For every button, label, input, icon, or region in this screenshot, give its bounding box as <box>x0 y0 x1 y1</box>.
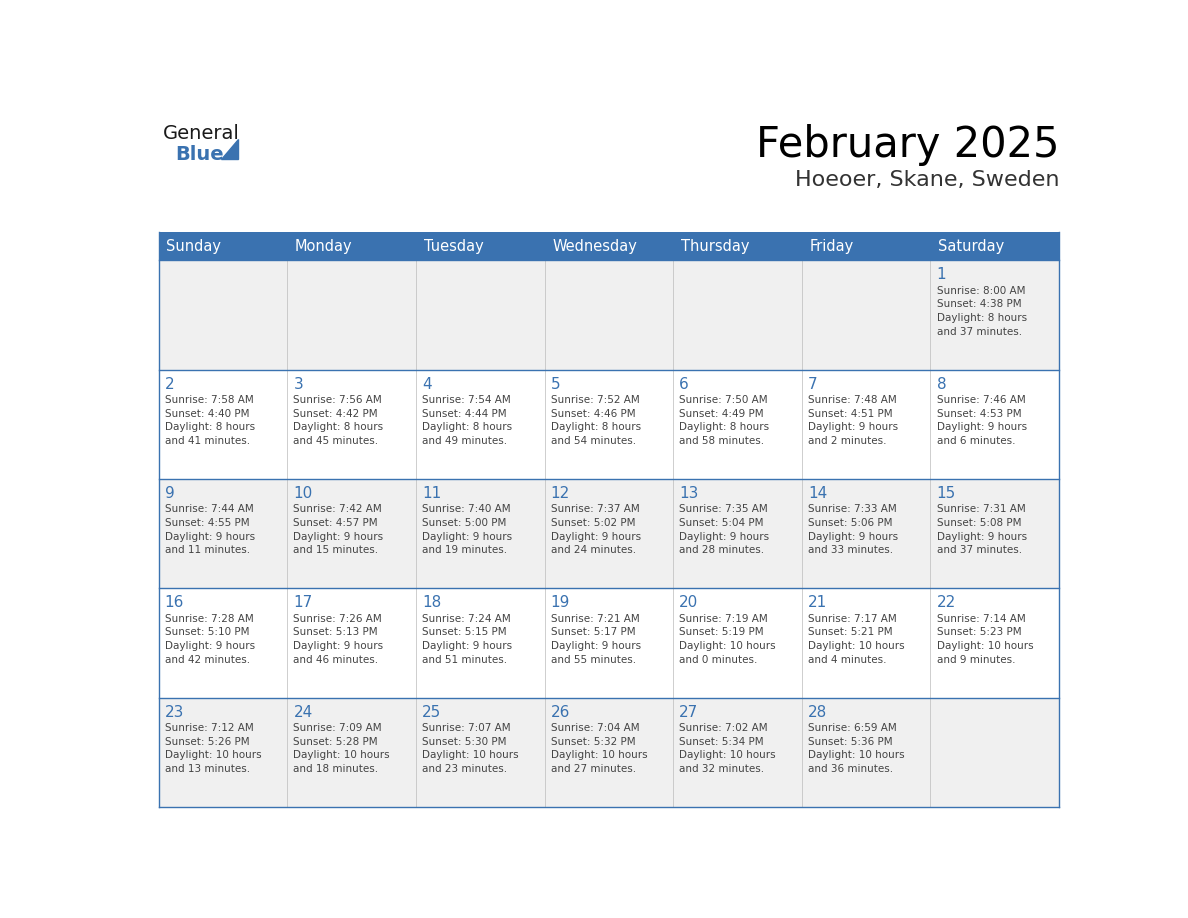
Text: 20: 20 <box>680 595 699 610</box>
Text: Sunrise: 7:50 AM
Sunset: 4:49 PM
Daylight: 8 hours
and 58 minutes.: Sunrise: 7:50 AM Sunset: 4:49 PM Dayligh… <box>680 395 770 446</box>
Text: 1: 1 <box>936 267 947 282</box>
Text: 24: 24 <box>293 705 312 720</box>
Text: Sunrise: 7:07 AM
Sunset: 5:30 PM
Daylight: 10 hours
and 23 minutes.: Sunrise: 7:07 AM Sunset: 5:30 PM Dayligh… <box>422 723 519 774</box>
Text: 19: 19 <box>551 595 570 610</box>
Bar <box>158 588 1060 698</box>
Text: 4: 4 <box>422 376 431 392</box>
Text: 10: 10 <box>293 486 312 501</box>
Text: Sunrise: 7:09 AM
Sunset: 5:28 PM
Daylight: 10 hours
and 18 minutes.: Sunrise: 7:09 AM Sunset: 5:28 PM Dayligh… <box>293 723 390 774</box>
Text: Sunrise: 7:26 AM
Sunset: 5:13 PM
Daylight: 9 hours
and 46 minutes.: Sunrise: 7:26 AM Sunset: 5:13 PM Dayligh… <box>293 614 384 665</box>
Bar <box>158 370 1060 479</box>
Text: Sunrise: 7:02 AM
Sunset: 5:34 PM
Daylight: 10 hours
and 32 minutes.: Sunrise: 7:02 AM Sunset: 5:34 PM Dayligh… <box>680 723 776 774</box>
Bar <box>158 232 1060 261</box>
Text: 16: 16 <box>165 595 184 610</box>
Bar <box>158 261 1060 370</box>
Text: 18: 18 <box>422 595 441 610</box>
Text: Sunrise: 7:24 AM
Sunset: 5:15 PM
Daylight: 9 hours
and 51 minutes.: Sunrise: 7:24 AM Sunset: 5:15 PM Dayligh… <box>422 614 512 665</box>
Text: 13: 13 <box>680 486 699 501</box>
Text: 2: 2 <box>165 376 175 392</box>
Text: 9: 9 <box>165 486 175 501</box>
Text: Sunrise: 8:00 AM
Sunset: 4:38 PM
Daylight: 8 hours
and 37 minutes.: Sunrise: 8:00 AM Sunset: 4:38 PM Dayligh… <box>936 285 1026 337</box>
Text: Sunrise: 7:21 AM
Sunset: 5:17 PM
Daylight: 9 hours
and 55 minutes.: Sunrise: 7:21 AM Sunset: 5:17 PM Dayligh… <box>551 614 640 665</box>
Text: Friday: Friday <box>809 239 854 253</box>
Text: Sunrise: 7:31 AM
Sunset: 5:08 PM
Daylight: 9 hours
and 37 minutes.: Sunrise: 7:31 AM Sunset: 5:08 PM Dayligh… <box>936 504 1026 555</box>
Text: Sunrise: 7:54 AM
Sunset: 4:44 PM
Daylight: 8 hours
and 49 minutes.: Sunrise: 7:54 AM Sunset: 4:44 PM Dayligh… <box>422 395 512 446</box>
Text: Saturday: Saturday <box>939 239 1005 253</box>
Text: Wednesday: Wednesday <box>552 239 637 253</box>
Text: Sunrise: 7:28 AM
Sunset: 5:10 PM
Daylight: 9 hours
and 42 minutes.: Sunrise: 7:28 AM Sunset: 5:10 PM Dayligh… <box>165 614 255 665</box>
Text: Sunrise: 7:58 AM
Sunset: 4:40 PM
Daylight: 8 hours
and 41 minutes.: Sunrise: 7:58 AM Sunset: 4:40 PM Dayligh… <box>165 395 255 446</box>
Text: 26: 26 <box>551 705 570 720</box>
Text: Hoeoer, Skane, Sweden: Hoeoer, Skane, Sweden <box>795 170 1060 190</box>
Text: Sunrise: 7:14 AM
Sunset: 5:23 PM
Daylight: 10 hours
and 9 minutes.: Sunrise: 7:14 AM Sunset: 5:23 PM Dayligh… <box>936 614 1034 665</box>
Text: Sunrise: 7:17 AM
Sunset: 5:21 PM
Daylight: 10 hours
and 4 minutes.: Sunrise: 7:17 AM Sunset: 5:21 PM Dayligh… <box>808 614 904 665</box>
Text: 22: 22 <box>936 595 956 610</box>
Text: 6: 6 <box>680 376 689 392</box>
Text: 15: 15 <box>936 486 956 501</box>
Text: 8: 8 <box>936 376 947 392</box>
Text: 27: 27 <box>680 705 699 720</box>
Text: Thursday: Thursday <box>681 239 750 253</box>
Text: Sunrise: 7:37 AM
Sunset: 5:02 PM
Daylight: 9 hours
and 24 minutes.: Sunrise: 7:37 AM Sunset: 5:02 PM Dayligh… <box>551 504 640 555</box>
Text: Sunrise: 7:12 AM
Sunset: 5:26 PM
Daylight: 10 hours
and 13 minutes.: Sunrise: 7:12 AM Sunset: 5:26 PM Dayligh… <box>165 723 261 774</box>
Text: 23: 23 <box>165 705 184 720</box>
Text: Sunrise: 7:42 AM
Sunset: 4:57 PM
Daylight: 9 hours
and 15 minutes.: Sunrise: 7:42 AM Sunset: 4:57 PM Dayligh… <box>293 504 384 555</box>
Text: 12: 12 <box>551 486 570 501</box>
Text: 17: 17 <box>293 595 312 610</box>
Text: Sunrise: 7:33 AM
Sunset: 5:06 PM
Daylight: 9 hours
and 33 minutes.: Sunrise: 7:33 AM Sunset: 5:06 PM Dayligh… <box>808 504 898 555</box>
Text: 21: 21 <box>808 595 827 610</box>
Bar <box>158 698 1060 807</box>
Text: Sunrise: 7:40 AM
Sunset: 5:00 PM
Daylight: 9 hours
and 19 minutes.: Sunrise: 7:40 AM Sunset: 5:00 PM Dayligh… <box>422 504 512 555</box>
Text: 11: 11 <box>422 486 441 501</box>
Text: February 2025: February 2025 <box>756 124 1060 166</box>
Polygon shape <box>221 140 238 159</box>
Text: Sunday: Sunday <box>166 239 221 253</box>
Text: Tuesday: Tuesday <box>424 239 484 253</box>
Text: Sunrise: 7:46 AM
Sunset: 4:53 PM
Daylight: 9 hours
and 6 minutes.: Sunrise: 7:46 AM Sunset: 4:53 PM Dayligh… <box>936 395 1026 446</box>
Text: Sunrise: 7:44 AM
Sunset: 4:55 PM
Daylight: 9 hours
and 11 minutes.: Sunrise: 7:44 AM Sunset: 4:55 PM Dayligh… <box>165 504 255 555</box>
Text: Sunrise: 7:04 AM
Sunset: 5:32 PM
Daylight: 10 hours
and 27 minutes.: Sunrise: 7:04 AM Sunset: 5:32 PM Dayligh… <box>551 723 647 774</box>
Text: Sunrise: 7:35 AM
Sunset: 5:04 PM
Daylight: 9 hours
and 28 minutes.: Sunrise: 7:35 AM Sunset: 5:04 PM Dayligh… <box>680 504 770 555</box>
Text: Sunrise: 6:59 AM
Sunset: 5:36 PM
Daylight: 10 hours
and 36 minutes.: Sunrise: 6:59 AM Sunset: 5:36 PM Dayligh… <box>808 723 904 774</box>
Text: 14: 14 <box>808 486 827 501</box>
Text: Sunrise: 7:56 AM
Sunset: 4:42 PM
Daylight: 8 hours
and 45 minutes.: Sunrise: 7:56 AM Sunset: 4:42 PM Dayligh… <box>293 395 384 446</box>
Text: 25: 25 <box>422 705 441 720</box>
Bar <box>158 479 1060 588</box>
Text: Sunrise: 7:52 AM
Sunset: 4:46 PM
Daylight: 8 hours
and 54 minutes.: Sunrise: 7:52 AM Sunset: 4:46 PM Dayligh… <box>551 395 640 446</box>
Text: Sunrise: 7:48 AM
Sunset: 4:51 PM
Daylight: 9 hours
and 2 minutes.: Sunrise: 7:48 AM Sunset: 4:51 PM Dayligh… <box>808 395 898 446</box>
Text: Monday: Monday <box>295 239 353 253</box>
Text: General: General <box>163 125 239 143</box>
Text: 5: 5 <box>551 376 561 392</box>
Text: 28: 28 <box>808 705 827 720</box>
Text: 3: 3 <box>293 376 303 392</box>
Text: Blue: Blue <box>176 145 225 164</box>
Text: 7: 7 <box>808 376 817 392</box>
Text: Sunrise: 7:19 AM
Sunset: 5:19 PM
Daylight: 10 hours
and 0 minutes.: Sunrise: 7:19 AM Sunset: 5:19 PM Dayligh… <box>680 614 776 665</box>
